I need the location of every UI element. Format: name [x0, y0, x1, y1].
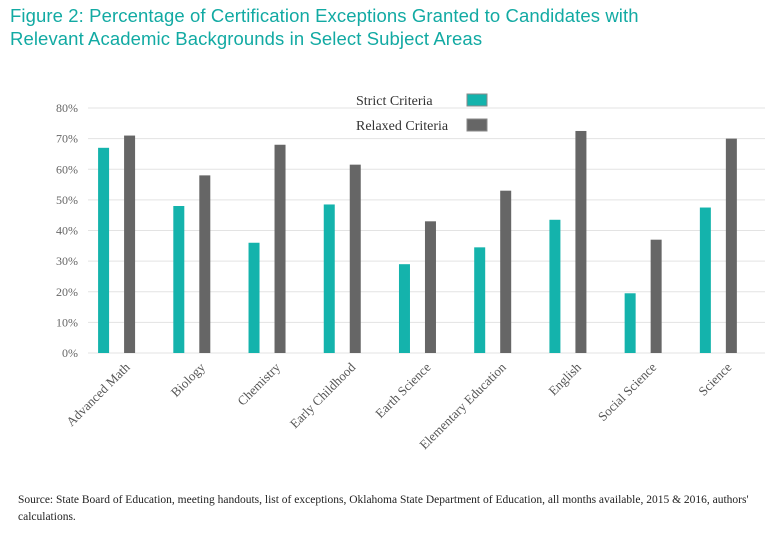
bar-strict-5: [474, 247, 486, 353]
legend: Strict Criteria Relaxed Criteria: [356, 93, 488, 134]
bar-relaxed-6: [575, 130, 587, 353]
bar-relaxed-5: [500, 190, 512, 353]
chart-title-line-2: Relevant Academic Backgrounds in Select …: [10, 28, 483, 49]
bars: [98, 130, 737, 353]
bar-strict-7: [624, 293, 636, 353]
chart-title: Figure 2: Percentage of Certification Ex…: [10, 4, 770, 50]
bar-relaxed-0: [124, 135, 136, 353]
bar-relaxed-8: [725, 138, 737, 353]
bar-chart: 0% 10% 20% 30% 40% 50% 60% 70% 80% Advanced Math…: [56, 93, 765, 452]
y-tick-label: 20%: [56, 285, 78, 299]
y-tick-label: 70%: [56, 132, 78, 146]
y-tick-label: 10%: [56, 315, 78, 329]
bar-strict-3: [323, 204, 335, 353]
legend-label-strict: Strict Criteria: [356, 94, 433, 109]
x-tick-label: Earth Science: [372, 359, 434, 421]
bar-strict-1: [173, 206, 185, 353]
chart-title-line-1: Figure 2: Percentage of Certification Ex…: [10, 5, 639, 26]
source-note: Source: State Board of Education, meetin…: [18, 494, 749, 523]
x-tick-label: Social Science: [595, 359, 660, 424]
bar-strict-4: [398, 264, 410, 353]
y-tick-label: 0%: [62, 346, 78, 360]
x-axis-tick-labels: Advanced Math Biology Chemistry Early Child…: [63, 359, 735, 452]
bar-strict-8: [699, 207, 711, 353]
x-tick-label: Biology: [168, 359, 209, 400]
x-tick-label: Advanced Math: [63, 359, 133, 429]
y-axis-tick-labels: 0% 10% 20% 30% 40% 50% 60% 70% 80%: [56, 101, 78, 360]
x-tick-label: English: [545, 359, 584, 398]
bar-strict-2: [248, 242, 260, 353]
bar-strict-0: [98, 147, 110, 353]
bar-relaxed-4: [424, 221, 436, 353]
y-tick-label: 60%: [56, 162, 78, 176]
y-tick-label: 50%: [56, 193, 78, 207]
y-tick-label: 30%: [56, 254, 78, 268]
bar-relaxed-7: [650, 239, 662, 353]
x-tick-label: Chemistry: [234, 359, 283, 408]
bar-strict-6: [549, 219, 561, 353]
y-tick-label: 40%: [56, 224, 78, 238]
legend-swatch-strict: [466, 93, 488, 107]
bar-relaxed-2: [274, 144, 286, 353]
bar-relaxed-1: [199, 175, 211, 353]
x-tick-label: Early Childhood: [287, 359, 359, 431]
bar-relaxed-3: [349, 164, 361, 353]
legend-swatch-relaxed: [466, 118, 488, 132]
y-tick-label: 80%: [56, 101, 78, 115]
x-tick-label: Science: [695, 359, 734, 398]
legend-label-relaxed: Relaxed Criteria: [356, 119, 449, 134]
